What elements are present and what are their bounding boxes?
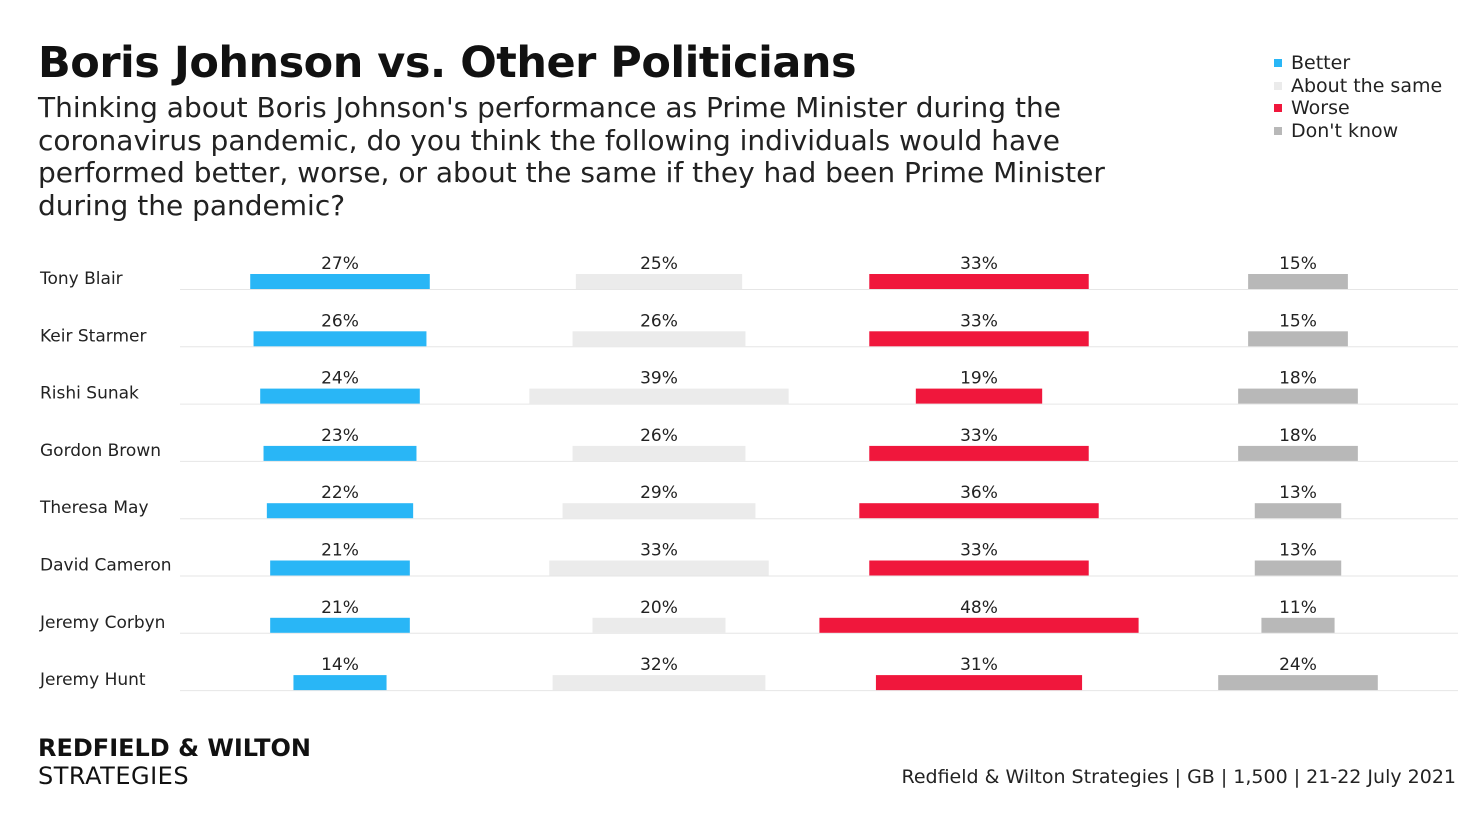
data-label: 13% <box>1279 541 1317 561</box>
bar <box>1261 617 1335 633</box>
data-label: 15% <box>1279 254 1317 274</box>
source-note: Redfield & Wilton Strategies | GB | 1,50… <box>901 766 1456 788</box>
bar <box>1218 675 1378 691</box>
category-label: Theresa May <box>39 498 149 518</box>
bar <box>592 617 726 633</box>
legend-label: About the same <box>1291 74 1443 97</box>
data-label: 33% <box>960 541 998 561</box>
bar <box>250 274 430 289</box>
bar <box>915 388 1043 404</box>
legend-item: Worse <box>1274 97 1442 120</box>
bar <box>270 560 410 576</box>
data-label: 39% <box>640 369 678 389</box>
data-label: 19% <box>960 369 998 389</box>
legend-label: Worse <box>1291 97 1350 120</box>
data-label: 31% <box>960 655 998 675</box>
data-label: 23% <box>321 426 359 446</box>
data-label: 48% <box>960 598 998 618</box>
bar <box>869 331 1089 347</box>
data-label: 15% <box>1279 311 1317 331</box>
legend-swatch <box>1274 104 1282 113</box>
data-label: 29% <box>640 483 678 503</box>
brand-line-1: REDFIELD & WILTON <box>38 734 311 762</box>
data-label: 33% <box>960 311 998 331</box>
brand-logo: REDFIELD & WILTON STRATEGIES <box>38 734 311 790</box>
bar <box>263 445 417 461</box>
data-label: 24% <box>1279 655 1317 675</box>
bar <box>253 331 427 347</box>
legend-item: About the same <box>1274 75 1442 98</box>
bar <box>875 675 1083 691</box>
data-label: 21% <box>321 541 359 561</box>
data-label: 21% <box>321 598 359 618</box>
bar <box>1248 274 1348 289</box>
bar <box>260 388 420 404</box>
bar <box>1248 331 1348 347</box>
legend-swatch <box>1274 81 1282 90</box>
bar <box>869 445 1089 461</box>
bar <box>1238 445 1358 461</box>
chart-title: Boris Johnson vs. Other Politicians <box>38 38 857 88</box>
bar <box>1238 388 1358 404</box>
bar <box>572 331 746 347</box>
data-label: 22% <box>321 483 359 503</box>
data-label: 26% <box>640 311 678 331</box>
category-label: David Cameron <box>40 556 172 576</box>
data-label: 26% <box>321 311 359 331</box>
data-label: 11% <box>1279 598 1317 618</box>
bar <box>869 274 1089 289</box>
legend-label: Don't know <box>1291 119 1399 142</box>
bar <box>529 388 789 404</box>
category-label: Gordon Brown <box>40 441 161 461</box>
data-label: 20% <box>640 598 678 618</box>
bar <box>270 617 410 633</box>
category-label: Keir Starmer <box>40 326 146 346</box>
data-label: 36% <box>960 483 998 503</box>
category-label: Tony Blair <box>39 269 123 289</box>
data-label: 24% <box>321 369 359 389</box>
bar-chart: Tony Blair 27% 25% 33% 15% Keir Starmer 26% 26%… <box>39 254 1458 692</box>
bar <box>1254 560 1342 576</box>
legend: Better About the same Worse Don't know <box>1274 52 1442 142</box>
data-label: 18% <box>1279 369 1317 389</box>
legend-item: Better <box>1274 52 1442 75</box>
bar <box>293 675 387 691</box>
brand-line-2: STRATEGIES <box>38 762 190 790</box>
category-label: Jeremy Corbyn <box>39 613 165 633</box>
data-label: 14% <box>321 655 359 675</box>
legend-item: Don't know <box>1274 120 1442 143</box>
bar <box>572 445 746 461</box>
legend-label: Better <box>1291 52 1351 75</box>
data-label: 27% <box>321 254 359 274</box>
data-label: 18% <box>1279 426 1317 446</box>
legend-swatch <box>1274 59 1282 68</box>
category-label: Rishi Sunak <box>40 384 139 404</box>
data-label: 33% <box>640 541 678 561</box>
bar <box>552 675 766 691</box>
bar <box>549 560 769 576</box>
data-label: 33% <box>960 254 998 274</box>
data-label: 32% <box>640 655 678 675</box>
data-label: 25% <box>640 254 678 274</box>
legend-swatch <box>1274 126 1282 135</box>
data-label: 26% <box>640 426 678 446</box>
data-label: 13% <box>1279 483 1317 503</box>
data-label: 33% <box>960 426 998 446</box>
bar <box>859 503 1099 519</box>
bar <box>819 617 1139 633</box>
bar <box>266 503 414 519</box>
bar <box>575 274 743 289</box>
chart-subtitle: Thinking about Boris Johnson's performan… <box>38 91 1105 222</box>
bar <box>869 560 1089 576</box>
bar <box>562 503 756 519</box>
bar <box>1254 503 1342 519</box>
category-label: Jeremy Hunt <box>39 670 146 690</box>
